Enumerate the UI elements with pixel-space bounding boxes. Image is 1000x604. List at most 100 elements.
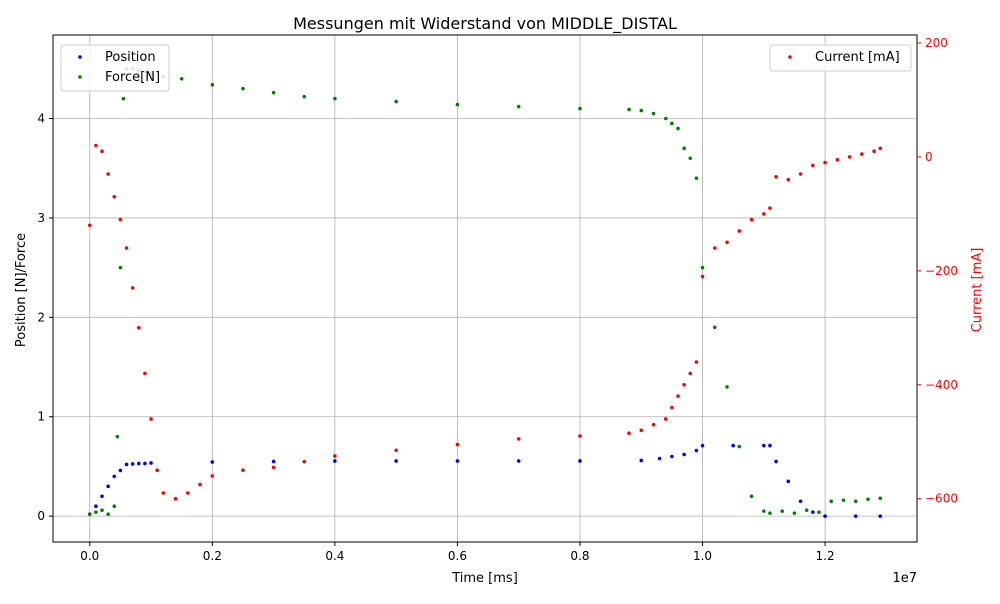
data-point bbox=[124, 246, 129, 250]
data-point bbox=[179, 76, 184, 81]
data-point bbox=[762, 212, 766, 216]
data-point bbox=[762, 509, 766, 513]
data-point bbox=[688, 371, 693, 376]
data-point bbox=[155, 468, 159, 473]
data-point bbox=[271, 90, 276, 95]
data-point bbox=[700, 443, 705, 448]
data-point bbox=[737, 444, 742, 449]
left-axis-ticks: 0 1 2 3 4 bbox=[37, 112, 53, 523]
data-point bbox=[682, 452, 686, 457]
data-point bbox=[115, 434, 120, 439]
data-point bbox=[106, 172, 110, 176]
data-point bbox=[143, 461, 147, 466]
data-point bbox=[712, 325, 717, 330]
data-point bbox=[241, 86, 245, 91]
data-point bbox=[639, 108, 644, 113]
legend-position-label: Position bbox=[105, 50, 156, 65]
x-axis-offset-label: 1e7 bbox=[892, 571, 917, 586]
data-point bbox=[731, 443, 735, 448]
data-point bbox=[639, 428, 644, 433]
data-point bbox=[136, 461, 141, 466]
data-point bbox=[455, 442, 460, 447]
data-point bbox=[149, 461, 153, 465]
data-point bbox=[578, 459, 582, 463]
data-point bbox=[578, 434, 582, 438]
data-point bbox=[302, 459, 307, 464]
x-tick-label: 1.2 bbox=[816, 549, 835, 563]
data-point bbox=[100, 494, 104, 499]
data-point bbox=[860, 152, 864, 156]
data-point bbox=[143, 371, 147, 376]
data-point bbox=[774, 459, 778, 464]
data-point bbox=[676, 394, 680, 398]
data-point bbox=[762, 443, 766, 448]
x-tick-label: 0.6 bbox=[448, 549, 467, 563]
data-point bbox=[130, 462, 135, 466]
data-point bbox=[186, 491, 190, 495]
data-point bbox=[663, 116, 668, 121]
data-point bbox=[124, 462, 129, 467]
data-point bbox=[700, 274, 705, 279]
data-point bbox=[302, 94, 307, 99]
data-point bbox=[878, 146, 883, 151]
data-point bbox=[866, 497, 870, 502]
left-y-tick-label: 0 bbox=[37, 509, 45, 523]
data-point bbox=[786, 177, 791, 182]
data-point bbox=[694, 176, 699, 180]
data-point bbox=[694, 448, 699, 453]
data-point bbox=[100, 149, 104, 154]
data-point bbox=[792, 511, 797, 515]
data-point bbox=[112, 504, 117, 509]
data-point bbox=[271, 459, 276, 464]
data-point bbox=[130, 286, 135, 290]
data-point bbox=[774, 175, 778, 179]
left-y-tick-label: 3 bbox=[37, 211, 45, 225]
data-point bbox=[112, 194, 117, 199]
right-axis-label: Current [mA] bbox=[970, 248, 985, 333]
data-point bbox=[516, 104, 521, 109]
data-point bbox=[149, 417, 153, 421]
data-point bbox=[829, 499, 834, 504]
data-point bbox=[817, 510, 821, 514]
chart-title: Messungen mit Widerstand von MIDDLE_DIST… bbox=[293, 14, 677, 34]
right-y-tick-label: −600 bbox=[925, 492, 958, 506]
data-point bbox=[455, 102, 460, 107]
data-point bbox=[700, 265, 705, 270]
data-point bbox=[394, 459, 398, 463]
data-point bbox=[688, 156, 693, 161]
plot-frame bbox=[52, 34, 918, 543]
x-tick-label: 0.8 bbox=[570, 549, 589, 563]
data-point bbox=[121, 96, 126, 101]
data-point bbox=[682, 146, 686, 151]
data-point bbox=[694, 360, 699, 364]
data-point bbox=[210, 474, 215, 478]
data-point bbox=[210, 82, 215, 87]
data-point bbox=[136, 326, 141, 330]
legend-right: Current [mA] bbox=[769, 44, 912, 72]
data-point bbox=[663, 417, 668, 421]
data-point bbox=[271, 465, 276, 470]
legend-current-marker bbox=[788, 55, 792, 59]
data-point bbox=[639, 458, 644, 463]
legend-force-label: Force[N] bbox=[105, 70, 160, 85]
data-point bbox=[670, 405, 674, 410]
data-point bbox=[823, 160, 827, 165]
data-point bbox=[516, 459, 521, 463]
data-point bbox=[872, 149, 876, 154]
data-point bbox=[394, 448, 398, 453]
data-point bbox=[749, 494, 754, 499]
data-point bbox=[804, 508, 809, 512]
data-point bbox=[670, 454, 674, 459]
data-point bbox=[853, 514, 858, 518]
data-point bbox=[87, 512, 92, 516]
data-point bbox=[627, 431, 631, 435]
data-point bbox=[394, 99, 398, 104]
data-point bbox=[878, 496, 883, 501]
data-point bbox=[94, 504, 98, 509]
x-axis-ticks: 0.0 0.2 0.4 0.6 0.8 1.0 1.2 bbox=[80, 542, 835, 563]
data-point bbox=[676, 126, 680, 131]
x-tick-label: 1.0 bbox=[693, 549, 712, 563]
data-point bbox=[798, 172, 803, 176]
